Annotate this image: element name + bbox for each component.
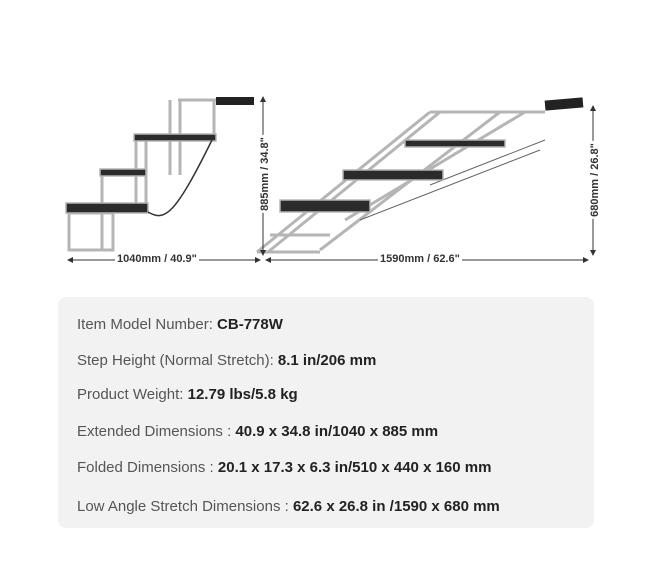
spec-value: 40.9 x 34.8 in/1040 x 885 mm	[235, 423, 439, 440]
stair-width-label: 1040mm / 40.9"	[115, 253, 199, 265]
stair-configuration-drawing	[65, 97, 254, 252]
spec-label: Low Angle Stretch Dimensions :	[77, 498, 293, 515]
spec-product-weight: Product Weight: 12.79 lbs/5.8 kg	[77, 386, 298, 403]
spec-extended-dimensions: Extended Dimensions : 40.9 x 34.8 in/104…	[77, 423, 438, 440]
stair-height-label: 885mm / 34.8"	[258, 135, 271, 213]
spec-label: Folded Dimensions :	[77, 459, 218, 476]
spec-label: Product Weight:	[77, 386, 188, 403]
ramp-configuration-drawing	[256, 97, 584, 254]
spec-value: CB-778W	[217, 316, 283, 333]
spec-step-height: Step Height (Normal Stretch): 8.1 in/206…	[77, 352, 376, 369]
spec-value: 20.1 x 17.3 x 6.3 in/510 x 440 x 160 mm	[217, 459, 492, 476]
specifications-panel: Item Model Number: CB-778W Step Height (…	[58, 297, 594, 528]
spec-label: Step Height (Normal Stretch):	[77, 352, 278, 369]
ramp-width-label: 1590mm / 62.6"	[378, 253, 462, 265]
spec-value: 12.79 lbs/5.8 kg	[187, 386, 298, 403]
spec-label: Extended Dimensions :	[77, 423, 236, 440]
spec-folded-dimensions: Folded Dimensions : 20.1 x 17.3 x 6.3 in…	[77, 459, 491, 476]
spec-model-number: Item Model Number: CB-778W	[77, 316, 283, 333]
spec-value: 62.6 x 26.8 in /1590 x 680 mm	[292, 498, 500, 515]
stairs-diagram	[65, 96, 596, 263]
ramp-height-label: 680mm / 26.8"	[588, 141, 601, 219]
spec-label: Item Model Number:	[77, 316, 218, 333]
spec-low-angle-dimensions: Low Angle Stretch Dimensions : 62.6 x 26…	[77, 498, 500, 515]
spec-value: 8.1 in/206 mm	[277, 352, 377, 369]
